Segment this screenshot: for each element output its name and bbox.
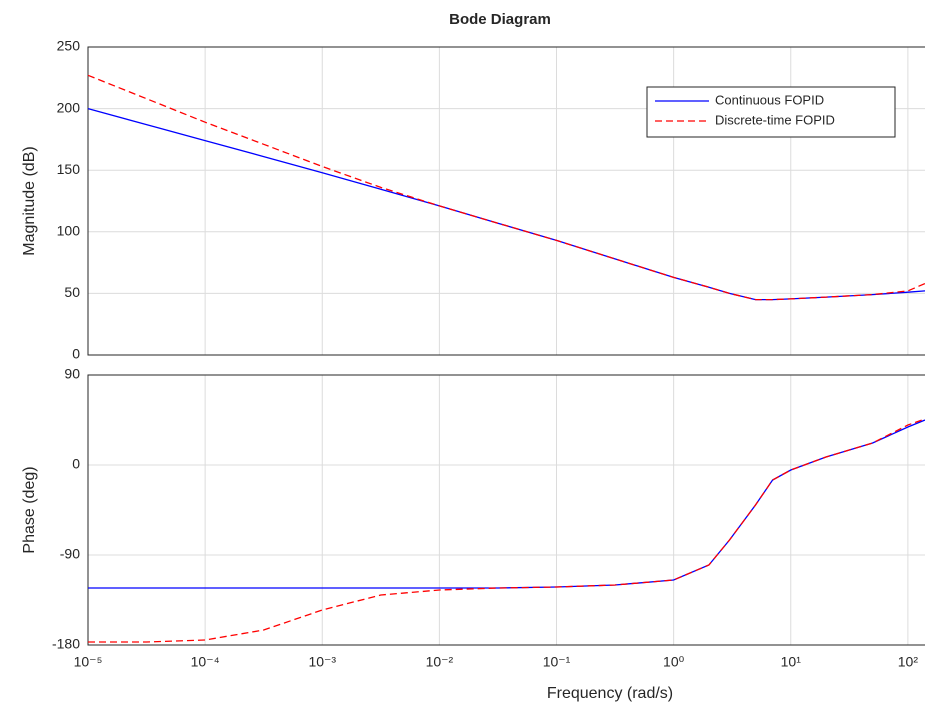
x-tick-label: 10⁰ [663,654,685,670]
x-tick-label: 10⁻² [426,654,454,670]
legend-label: Discrete-time FOPID [715,112,835,127]
plot-area [88,375,925,645]
y-tick-label: 50 [64,284,80,300]
chart-title: Bode Diagram [449,11,551,28]
series-line [88,418,925,643]
series-line [87,74,925,301]
y-axis-label: Magnitude (dB) [21,146,38,255]
plot-frame [87,46,925,356]
y-tick-label: 0 [72,346,80,362]
x-tick-label: 10⁻³ [308,654,336,670]
y-tick-label: 200 [57,99,81,115]
x-tick-label: 10⁻⁵ [74,654,103,670]
x-axis-label: Frequency (rad/s) [547,685,673,702]
y-tick-label: -180 [52,636,80,652]
x-tick-label: 10² [898,654,919,670]
legend-box [646,86,896,138]
plot-frame [87,374,925,646]
y-tick-label: 100 [57,223,81,239]
x-tick-label: 10⁻⁴ [191,654,220,670]
y-axis-label: Phase (deg) [21,466,38,553]
y-tick-label: 150 [57,161,81,177]
x-tick-label: 10¹ [781,654,802,670]
y-tick-label: 250 [57,38,81,54]
x-tick-label: 10⁻¹ [543,654,571,670]
y-tick-label: -90 [60,546,80,562]
y-tick-label: 0 [72,456,80,472]
legend-label: Continuous FOPID [715,92,824,107]
y-tick-label: 90 [64,366,80,382]
